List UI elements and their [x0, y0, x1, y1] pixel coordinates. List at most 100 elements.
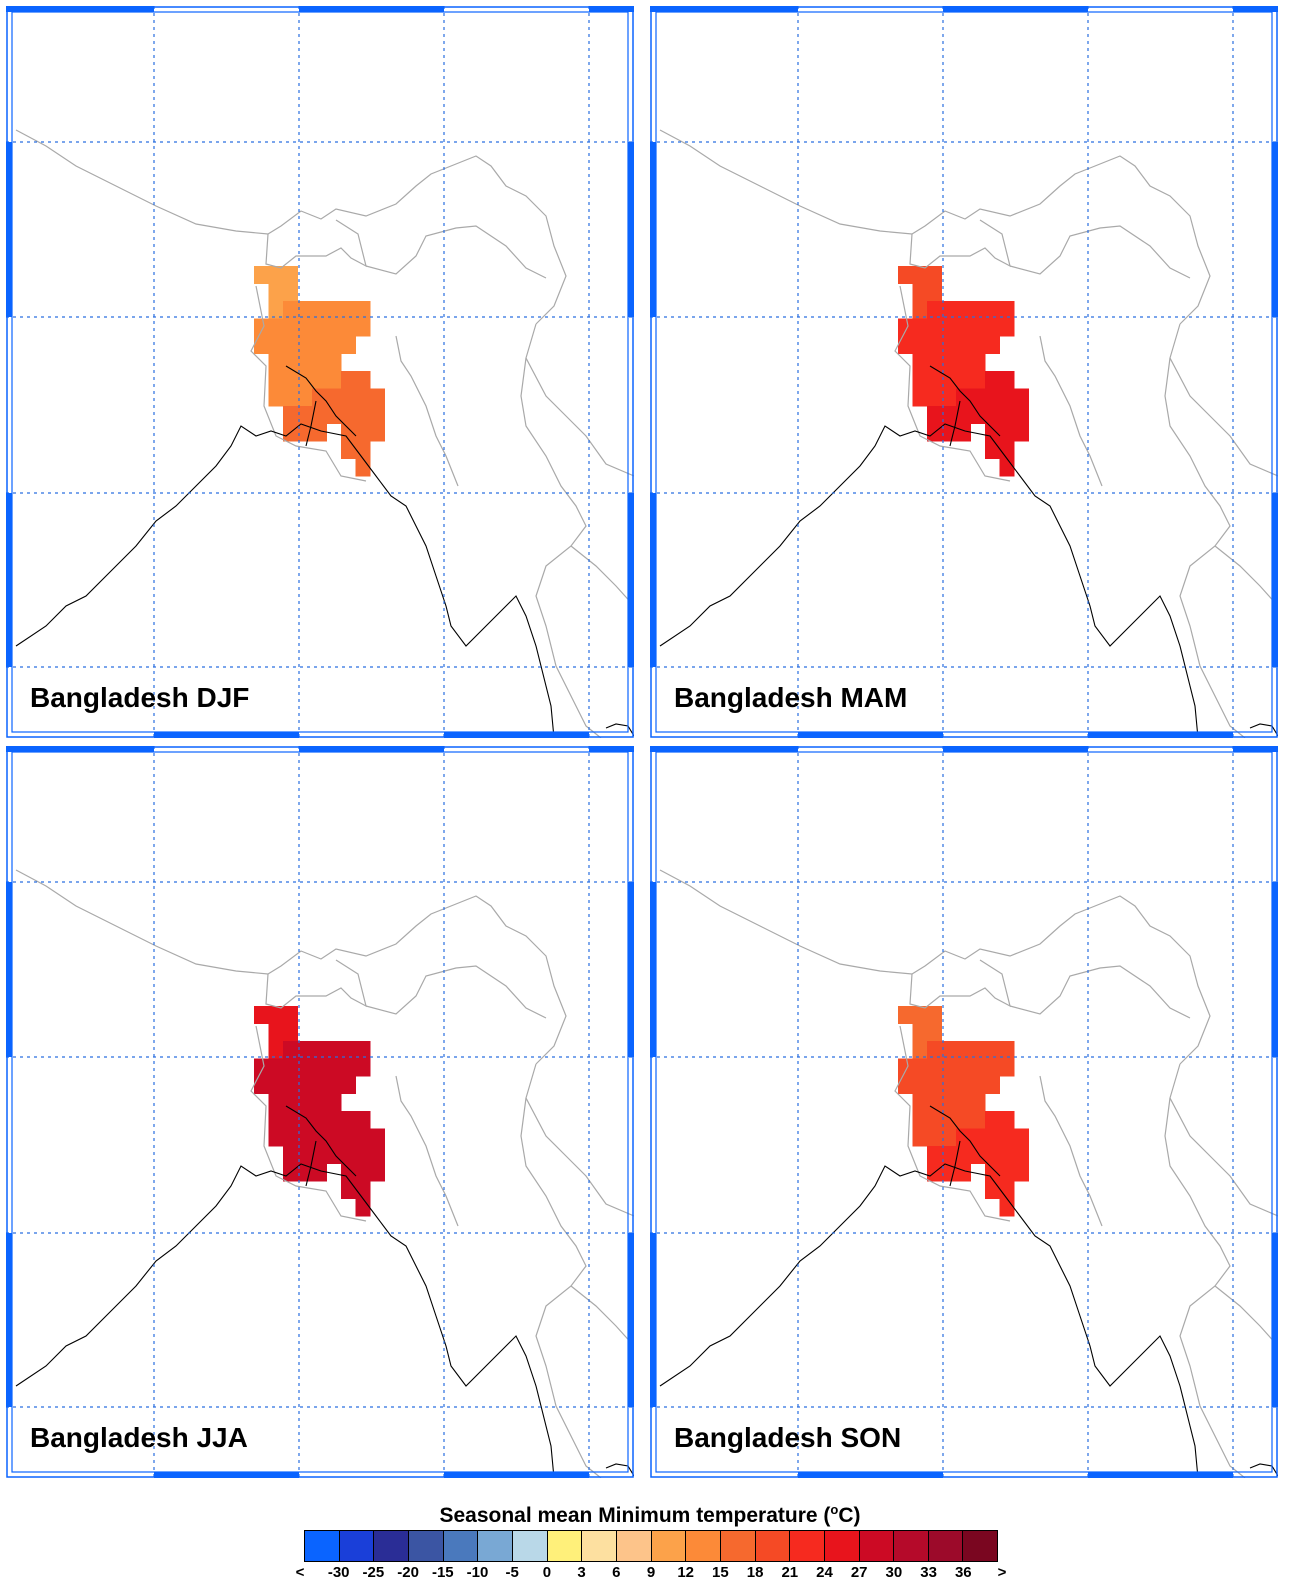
temperature-cell	[283, 301, 298, 319]
temperature-cell	[941, 336, 957, 354]
axis-bar	[650, 6, 798, 12]
temperature-cell	[941, 1163, 957, 1182]
colorbar-swatch	[928, 1531, 964, 1561]
colorbar-swatch	[859, 1531, 895, 1561]
temperature-cell	[999, 301, 1015, 319]
temperature-cell	[970, 1111, 986, 1129]
temperature-cell	[312, 371, 327, 389]
temperature-cell	[941, 423, 957, 442]
temperature-cell	[956, 1076, 971, 1094]
temperature-cell	[268, 371, 284, 389]
temperature-cell	[956, 353, 971, 372]
temperature-cell	[341, 1111, 356, 1129]
coastline	[1249, 723, 1278, 737]
colorbar-swatch	[408, 1531, 444, 1561]
temperature-cell	[956, 406, 971, 424]
temperature-cell	[254, 1006, 269, 1024]
coastline	[949, 1140, 961, 1187]
axis-bar	[589, 746, 634, 752]
temperature-cell	[341, 441, 356, 459]
coastline	[305, 400, 317, 447]
temperature-cell	[941, 301, 957, 319]
map-panel: Bangladesh MAM	[650, 6, 1278, 738]
temperature-cell	[927, 388, 942, 407]
temperature-cell	[355, 441, 371, 459]
temperature-cell	[941, 1093, 957, 1112]
country-border	[365, 965, 547, 1019]
temperature-cell	[985, 441, 1000, 459]
temperature-cell	[927, 318, 942, 337]
colorbar-legend: Seasonal mean Minimum temperature (oC) <…	[0, 1500, 1300, 1584]
temperature-cell	[370, 1163, 385, 1182]
temperature-cell	[912, 1111, 928, 1129]
coastline	[949, 400, 961, 447]
map-panel: Bangladesh DJF	[6, 6, 634, 738]
temperature-cell	[912, 353, 928, 372]
temperature-cell	[268, 266, 284, 284]
temperature-cell	[297, 336, 313, 354]
temperature-cell	[956, 1058, 971, 1077]
temperature-cell	[312, 301, 327, 319]
temperature-cell	[268, 283, 284, 302]
temperature-cell	[326, 371, 342, 389]
temperature-cell	[283, 266, 298, 284]
temperature-cell	[1014, 406, 1029, 424]
temperature-cell	[985, 1146, 1000, 1164]
temperature-cell	[927, 301, 942, 319]
temperature-cell	[283, 1041, 298, 1059]
map-panel: Bangladesh JJA	[6, 746, 634, 1478]
temperature-cell	[268, 1093, 284, 1112]
temperature-cell	[283, 318, 298, 337]
temperature-cell	[985, 1058, 1000, 1077]
temperature-cell	[985, 406, 1000, 424]
temperature-cell	[912, 318, 928, 337]
country-border	[1039, 335, 1103, 487]
temperature-cell	[341, 388, 356, 407]
colorbar-tick-label: -30	[327, 1564, 350, 1581]
axis-bar	[798, 732, 943, 738]
temperature-cell	[970, 371, 986, 389]
temperature-cell	[985, 1041, 1000, 1059]
temperature-cell	[941, 318, 957, 337]
colorbar-tick-label: -20	[397, 1564, 419, 1581]
legend-title: Seasonal mean Minimum temperature (oC)	[0, 1502, 1300, 1528]
temperature-cell	[341, 1163, 356, 1182]
temperature-cell	[341, 318, 356, 337]
temperature-cell	[283, 336, 298, 354]
colorbar-swatch	[339, 1531, 375, 1561]
temperature-cell	[283, 1058, 298, 1077]
colorbar-tick-label: >	[997, 1564, 1007, 1581]
temperature-cell	[999, 1146, 1015, 1164]
temperature-cell	[970, 353, 986, 372]
temperature-cell	[927, 1006, 942, 1024]
temperature-cell	[912, 1058, 928, 1077]
temperature-cell	[355, 388, 371, 407]
coastline	[305, 1140, 317, 1187]
axis-bar	[628, 142, 634, 317]
colorbar-tick-label: 15	[712, 1564, 729, 1581]
temperature-cell	[355, 1163, 371, 1182]
axis-bar	[650, 142, 656, 317]
coastline	[285, 365, 357, 437]
temperature-cell	[355, 458, 371, 477]
temperature-cell	[355, 423, 371, 442]
temperature-cell	[268, 1128, 284, 1147]
temperature-cell	[970, 1041, 986, 1059]
temperature-cell	[341, 336, 356, 354]
temperature-cell	[326, 1128, 342, 1147]
axis-bar	[299, 746, 444, 752]
colorbar-tick-label: 30	[885, 1564, 903, 1581]
colorbar-swatch	[963, 1531, 998, 1561]
temperature-cell	[312, 388, 327, 407]
temperature-cell	[999, 1111, 1015, 1129]
temperature-cell	[326, 318, 342, 337]
temperature-cell	[355, 1146, 371, 1164]
colorbar-tick-label: 18	[746, 1564, 764, 1581]
temperature-cell	[341, 1128, 356, 1147]
colorbar-tick-label: 33	[920, 1564, 937, 1581]
country-border	[365, 225, 547, 279]
colorbar-ticks: < -30 -25 -20 -15 -10 -5 0 3 6 9 12 15 18 21 24 27 30 33 36…	[296, 1564, 1007, 1584]
temperature-cell	[312, 1076, 327, 1094]
temperature-cell	[283, 1128, 298, 1147]
temperature-cell	[341, 1146, 356, 1164]
